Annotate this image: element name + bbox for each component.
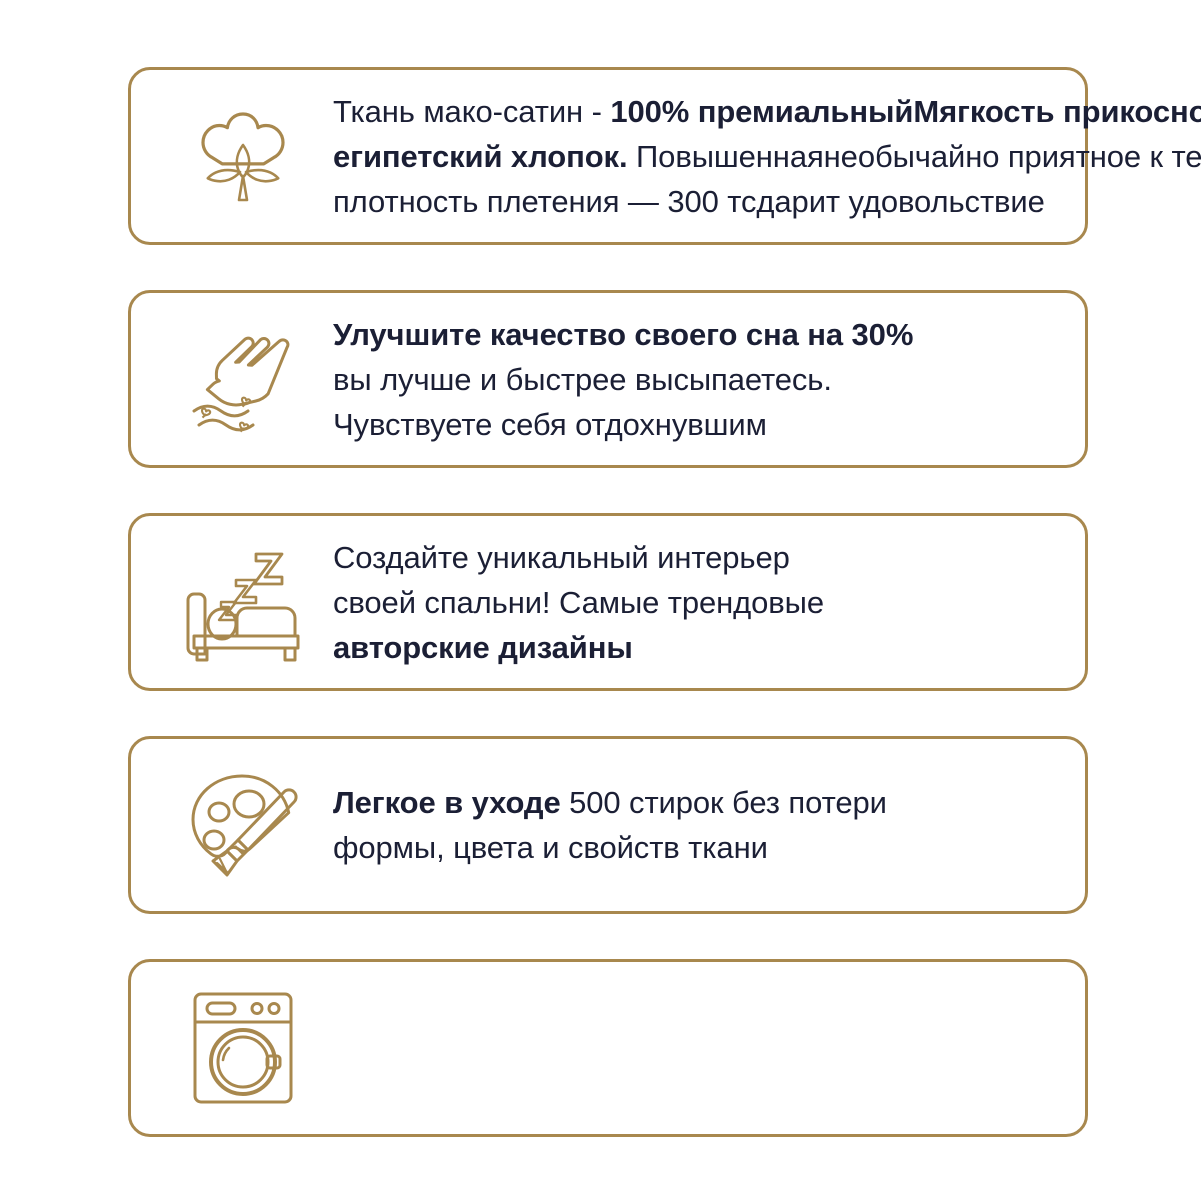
text-plain: формы, цвета и свойств ткани: [333, 830, 768, 865]
soft-hand-icon: [153, 309, 333, 449]
text-line: египетский хлопок. Повышеннаянеобычайно …: [333, 134, 1201, 179]
text-line: Легкое в уходе 500 стирок без потери: [333, 780, 1069, 825]
benefit-text-design: Легкое в уходе 500 стирок без потери фор…: [333, 780, 1085, 870]
benefit-card-cotton: Ткань мако-сатин - 100% премиальныйМягко…: [128, 67, 1201, 245]
text-plain: Повышенная: [627, 138, 824, 174]
text-emphasis: Легкое в уходе: [333, 785, 561, 820]
text-plain: дарит удовольствие: [756, 183, 1045, 219]
text-line: Улучшите качество своего сна на 30%: [333, 312, 1069, 357]
text-line: формы, цвета и свойств ткани: [333, 825, 1069, 870]
sleeping-bed-icon: [153, 532, 333, 672]
text-emphasis: авторские дизайны: [333, 629, 633, 665]
text-plain: вы лучше и быстрее высыпаетесь.: [333, 361, 832, 397]
text-line: Создайте уникальный интерьер: [333, 535, 1069, 580]
text-emphasis: египетский хлопок.: [333, 138, 628, 174]
text-line: Чувствуете себя отдохнувшим: [333, 402, 1069, 447]
paint-palette-icon: [153, 755, 333, 895]
text-plain: необычайно приятное к телу,: [823, 138, 1201, 174]
washing-machine-icon: [153, 978, 333, 1118]
text-plain: своей спальни! Самые трендовые: [333, 584, 825, 620]
text-plain: 500 стирок без потери: [560, 785, 887, 820]
benefit-text-softness: Улучшите качество своего сна на 30% вы л…: [333, 312, 1085, 447]
text-plain: Чувствуете себя отдохнувшим: [333, 406, 767, 442]
benefit-card-list: Ткань мако-сатин - 100% премиальныйМягко…: [128, 67, 1201, 1137]
benefit-card-softness: Улучшите качество своего сна на 30% вы л…: [128, 290, 1088, 468]
text-line: авторские дизайны: [333, 625, 1069, 670]
text-plain: Ткань мако-сатин -: [333, 93, 611, 129]
cotton-boll-icon: [153, 86, 333, 226]
benefit-card-sleep: Создайте уникальный интерьер своей спаль…: [128, 513, 1088, 691]
text-plain: плотность плетения — 300 тс: [333, 183, 757, 219]
text-emphasis: 100% премиальный: [610, 93, 914, 129]
text-emphasis: Мягкость прикосновений: [913, 93, 1201, 129]
text-plain: Создайте уникальный интерьер: [333, 539, 790, 575]
benefit-text-cotton: Ткань мако-сатин - 100% премиальныйМягко…: [333, 89, 1201, 224]
text-line: своей спальни! Самые трендовые: [333, 580, 1069, 625]
benefit-text-sleep: Создайте уникальный интерьер своей спаль…: [333, 535, 1085, 670]
text-line: Ткань мако-сатин - 100% премиальныйМягко…: [333, 89, 1201, 134]
benefit-card-design: Легкое в уходе 500 стирок без потери фор…: [128, 736, 1088, 914]
text-line: плотность плетения — 300 тсдарит удоволь…: [333, 179, 1201, 224]
text-emphasis: Улучшите качество своего сна на 30%: [333, 316, 914, 352]
benefit-card-care: [128, 959, 1088, 1137]
text-line: вы лучше и быстрее высыпаетесь.: [333, 357, 1069, 402]
